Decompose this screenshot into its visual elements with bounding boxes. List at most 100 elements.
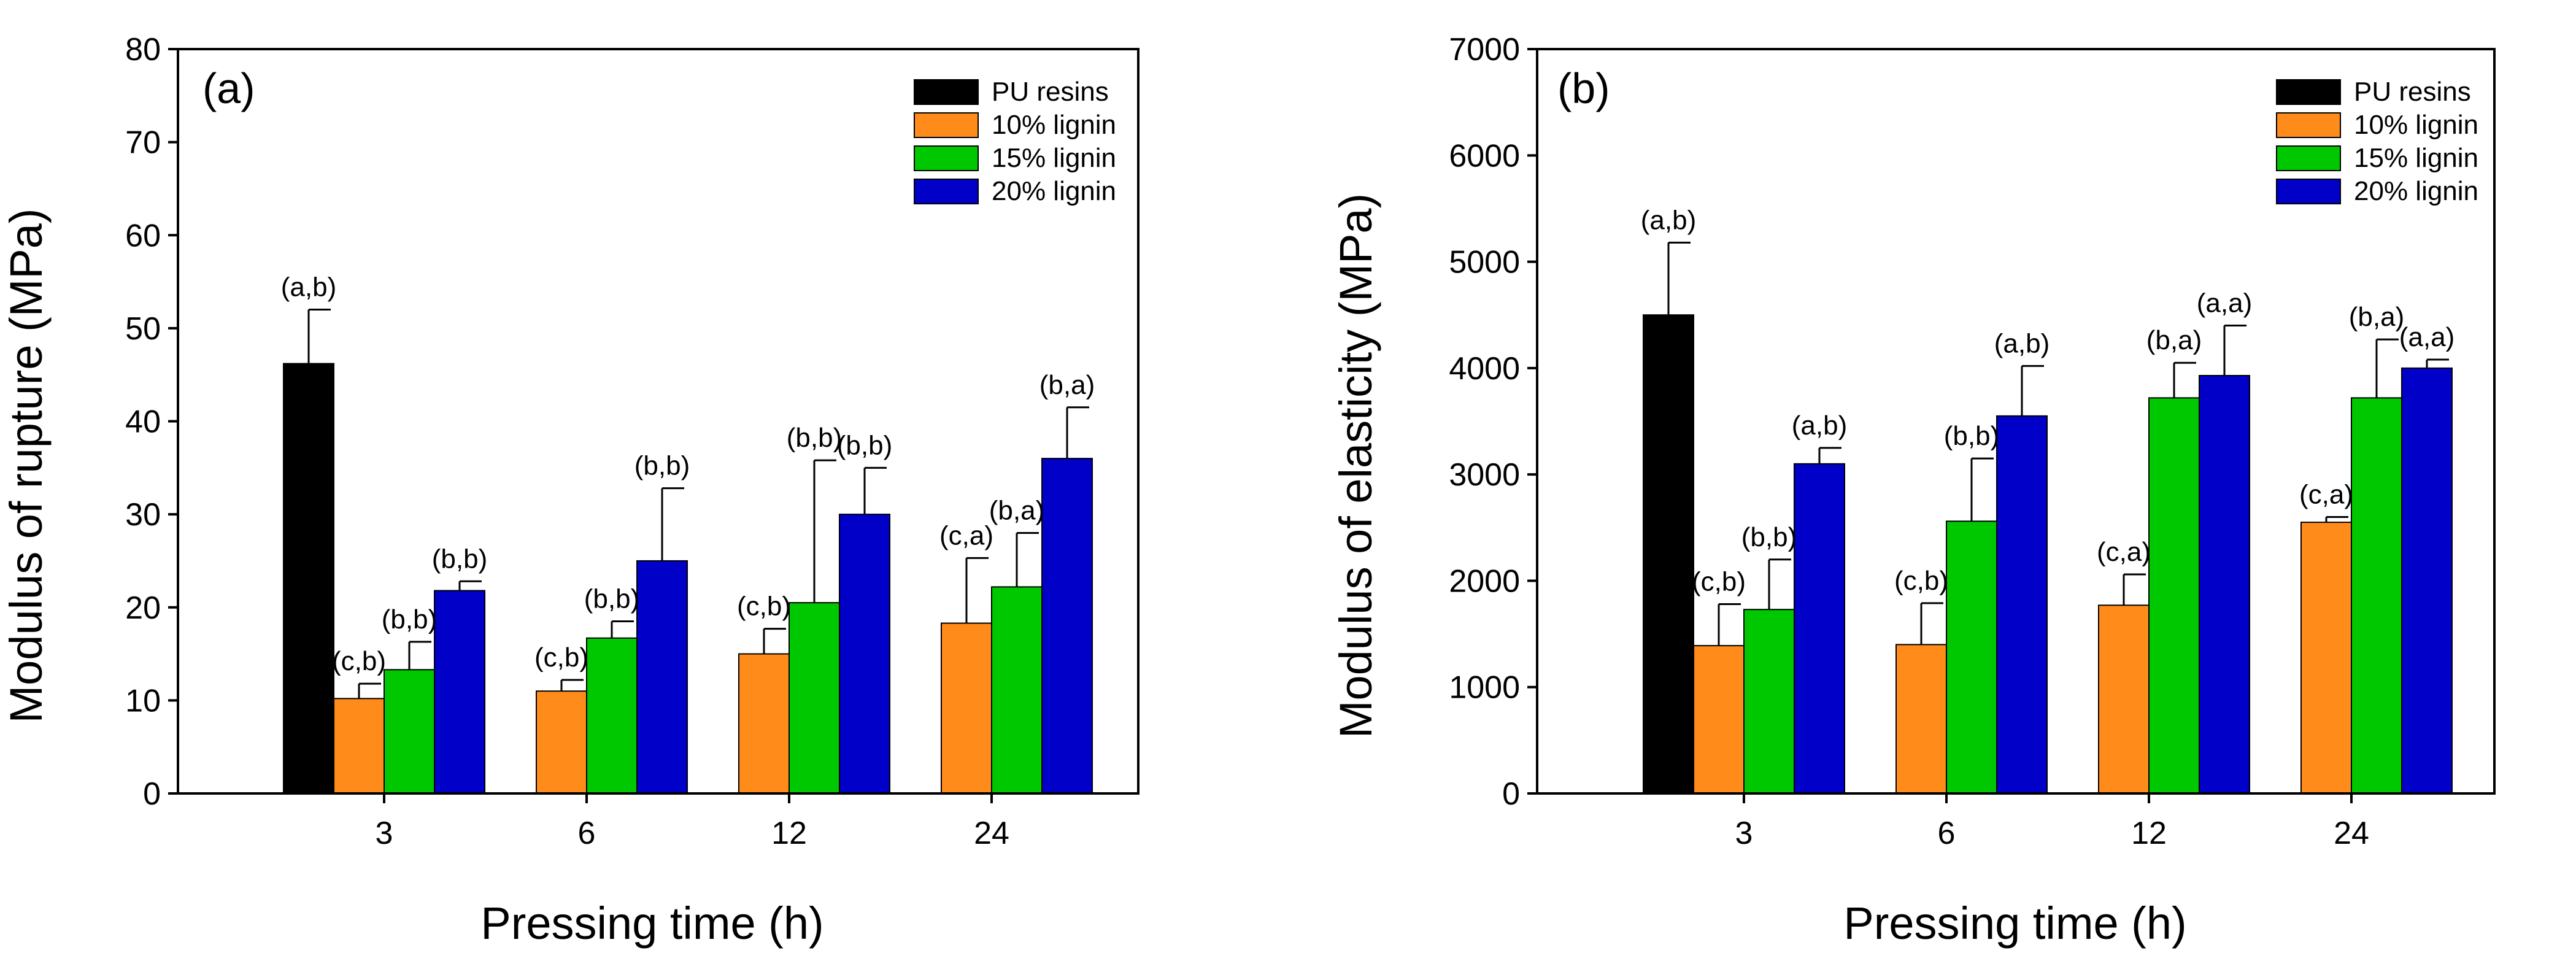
chart-panel-a: (a) Pressing time (h) Modulus of rupture… [1,32,1140,949]
panel-b-y-tick-label: 4000 [1449,351,1520,387]
panel-b-significance-label: (c,a) [2097,537,2151,567]
panel-a-y-tick-label: 0 [143,776,161,812]
panel-b-y-tick-label: 2000 [1449,563,1520,599]
panel-b-bar-10-lignin-24 [2300,522,2352,794]
panel-b-y-axis-title: Modulus of elasticity (MPa) [1330,193,1381,738]
panel-b-legend-swatch [2276,79,2341,105]
panel-a-x-tick-label: 3 [376,816,393,851]
panel-b-y-tick-label: 3000 [1449,457,1520,493]
panel-a-y-tick-label: 10 [125,683,161,719]
panel-a-legend-label: 10% lignin [992,110,1116,140]
panel-b-bar-20-lignin-3 [1794,463,1845,794]
panel-a-bar-pu-resins-3 [283,363,334,794]
panel-b-tick-group: 0 1000 2000 3000 4000 5000 6000 7000 3 6 12 24 [1449,32,2369,851]
panel-b-bar-15-lignin-12 [2148,397,2200,794]
panel-a-bar-10-lignin-6 [536,690,587,795]
panel-a-y-tick-label: 30 [125,497,161,533]
panel-b-x-tick-label: 3 [1735,816,1753,851]
panel-b-significance-label: (c,b) [1692,567,1746,597]
panel-a-bar-20-lignin-6 [636,560,688,794]
panel-b-label: (b) [1557,64,1610,112]
panel-b-significance-label: (a,a) [2399,322,2455,352]
panel-a-y-tick-label: 70 [125,125,161,161]
panel-a-y-axis-title: Modulus of rupture (MPa) [1,208,52,723]
panel-b-legend-swatch [2276,145,2341,171]
panel-b-significance-label: (a,a) [2197,288,2252,318]
panel-a-x-tick-label: 12 [771,816,807,851]
panel-a-y-tick-label: 80 [125,32,161,68]
panel-a-y-tick-label: 50 [125,311,161,347]
panel-b-y-tick-label: 5000 [1449,245,1520,280]
panel-b-significance-label: (c,b) [1894,566,1948,596]
panel-a-bar-20-lignin-24 [1041,458,1093,794]
panel-a-significance-label: (b,b) [584,584,639,614]
panel-b-bar-15-lignin-6 [1946,520,1997,794]
panel-b-bar-20-lignin-24 [2401,367,2453,794]
panel-b-legend-label: 10% lignin [2354,110,2478,140]
panel-a-y-tick-label: 60 [125,218,161,253]
panel-a-legend-label: 15% lignin [992,143,1116,173]
panel-b-bar-10-lignin-12 [2098,604,2150,795]
panel-b-y-tick-label: 0 [1502,776,1520,812]
chart-panel-b: (b) Pressing time (h) Modulus of elastic… [1330,32,2496,949]
panel-a-bar-15-lignin-12 [789,602,840,794]
panel-b-significance-label-group: (a,b) (c,b) (b,b) (a,b) (c,b) (b,b) (a,b) (c,a)… [1641,205,2455,596]
panel-a-significance-label: (b,a) [989,495,1044,525]
panel-b-legend-swatch [2276,112,2341,138]
panel-b-legend-label: PU resins [2354,77,2471,107]
panel-a-x-tick-label: 6 [578,816,596,851]
panel-b-x-tick-label: 6 [1938,816,1956,851]
panel-a-significance-label: (c,b) [534,642,588,673]
panel-b-significance-label: (a,b) [1641,205,1696,235]
panel-b-significance-label: (b,b) [1944,421,1999,451]
panel-a-bar-20-lignin-3 [434,590,485,795]
panel-b-x-axis-title: Pressing time (h) [1843,898,2186,949]
panel-b-y-tick-label: 6000 [1449,138,1520,174]
panel-b-bar-15-lignin-3 [1743,609,1795,794]
panel-a-significance-label: (b,b) [837,430,892,460]
panel-a-legend-label: PU resins [992,77,1109,107]
panel-a-label: (a) [202,64,255,112]
panel-a-legend-swatch [914,112,979,138]
panel-a-significance-label: (b,b) [634,451,690,481]
panel-a-y-tick-label: 20 [125,590,161,626]
panel-b-significance-label: (b,a) [2146,325,2202,355]
panel-b-significance-label: (a,b) [1994,328,2050,358]
panel-b-y-tick-label: 7000 [1449,32,1520,68]
panel-b-legend-label: 20% lignin [2354,176,2478,206]
panel-b-y-tick-label: 1000 [1449,670,1520,706]
panel-a-significance-label: (c,b) [332,646,386,676]
panel-b-significance-label: (c,a) [2299,479,2353,509]
panel-a-significance-label: (a,b) [281,272,336,303]
panel-a-significance-label: (b,b) [787,423,842,453]
panel-b-bar-10-lignin-3 [1693,645,1745,794]
panel-a-bar-10-lignin-3 [333,698,385,795]
panel-b-bar-group [1643,314,2453,795]
panel-a-error-bar-group [307,309,1089,699]
panel-b-bar-20-lignin-12 [2199,374,2250,794]
panel-a-x-tick-label: 24 [974,816,1009,851]
panel-a-x-axis-title: Pressing time (h) [480,898,823,949]
panel-b-significance-label: (b,a) [2349,302,2404,332]
panel-a-tick-group: 0 10 20 30 40 50 60 70 80 3 6 12 24 [125,32,1009,851]
panel-b-significance-label: (b,b) [1741,522,1797,552]
panel-b-x-tick-label: 12 [2131,816,2167,851]
panel-b-plot-frame [1536,48,2496,795]
panel-a-bar-15-lignin-6 [586,637,638,794]
panel-b-x-tick-label: 24 [2334,816,2369,851]
panel-a-legend-swatch [914,79,979,105]
panel-b-significance-label: (a,b) [1792,411,1847,441]
panel-a-significance-label: (b,b) [432,544,487,574]
panel-a-bar-15-lignin-3 [384,669,435,794]
panel-b-bar-20-lignin-6 [1996,415,2048,794]
panel-a-bar-15-lignin-24 [991,586,1043,795]
panel-a-legend-swatch [914,179,979,204]
panel-a-significance-label-group: (a,b)(c,b)(b,b)(b,b)(c,b)(b,b)(b,b)(c,b)… [281,272,1095,677]
panel-b-bar-pu-resins-3 [1643,314,1694,794]
panel-a-bar-20-lignin-12 [839,514,890,794]
panel-a-bar-group [283,363,1093,795]
panel-b-bar-15-lignin-24 [2351,397,2402,794]
